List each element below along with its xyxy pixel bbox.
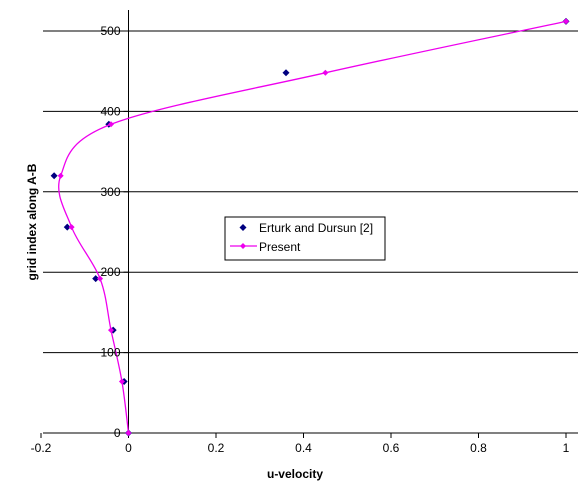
legend: Erturk and Dursun [2] Present — [224, 216, 386, 261]
data-point-present — [322, 69, 329, 76]
data-point-present — [125, 430, 132, 436]
y-tick-label: 200 — [100, 265, 120, 279]
y-tick-label: 500 — [100, 24, 120, 38]
data-point-present — [118, 378, 125, 385]
y-tick-label: 400 — [100, 104, 120, 118]
legend-marker-present — [240, 243, 246, 249]
data-point-present — [57, 172, 64, 179]
x-axis-title: u-velocity — [267, 467, 323, 481]
x-tick-label: 0.6 — [383, 441, 400, 455]
series-line-present — [58, 20, 567, 434]
data-point-erturk — [282, 69, 290, 77]
data-point-present — [563, 18, 569, 25]
y-axis-title: grid index along A-B — [25, 163, 39, 280]
data-point-erturk — [92, 275, 100, 283]
x-tick-label: 0.8 — [470, 441, 487, 455]
grid-lines — [43, 30, 578, 354]
data-point-present — [68, 224, 75, 231]
data-point-erturk — [63, 223, 71, 231]
axes — [40, 10, 578, 438]
tick-labels: 0 100 200 300 400 500 -0.2 0 0.2 0.4 0.6 0.8 1 — [31, 24, 570, 455]
x-tick-label: 0 — [125, 441, 132, 455]
x-tick-label: -0.2 — [31, 441, 52, 455]
data-point-present — [97, 275, 104, 282]
data-point-present — [108, 327, 114, 334]
legend-label-erturk: Erturk and Dursun [2] — [259, 221, 373, 235]
x-tick-label: 0.2 — [208, 441, 225, 455]
legend-box — [224, 216, 386, 261]
x-tick-label: 0.4 — [295, 441, 312, 455]
y-tick-label: 100 — [100, 346, 120, 360]
legend-marker-erturk — [239, 224, 247, 231]
data-point-erturk — [50, 172, 58, 180]
y-tick-label: 300 — [100, 185, 120, 199]
y-tick-label: 0 — [114, 426, 121, 440]
legend-label-present: Present — [259, 240, 301, 254]
plot-area — [50, 17, 570, 437]
x-tick-label: 1 — [563, 441, 570, 455]
data-point-present — [108, 121, 114, 128]
